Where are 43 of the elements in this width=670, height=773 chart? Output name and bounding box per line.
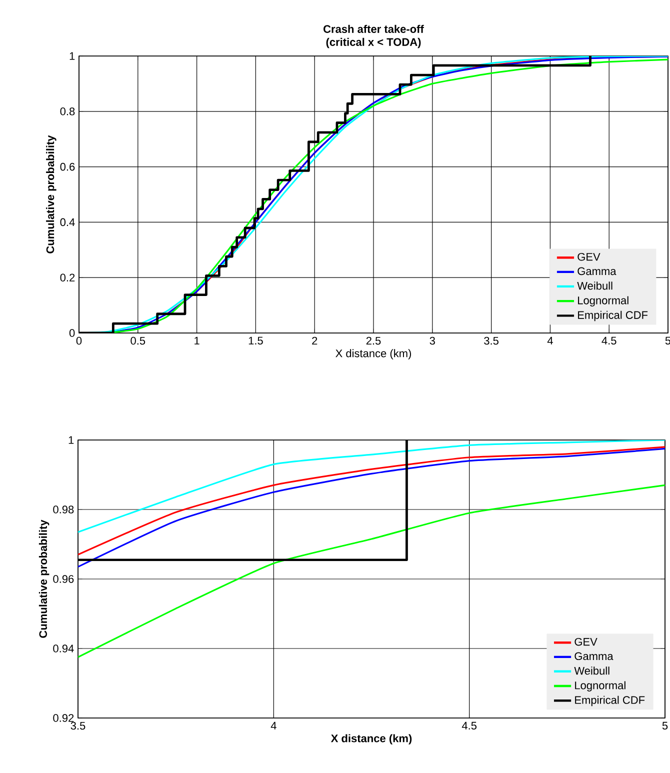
y-tick-label: 1 bbox=[70, 52, 75, 60]
y-axis-title: Cumulative probability bbox=[46, 135, 56, 254]
y-tick-label: 0.8 bbox=[60, 108, 75, 116]
legend-label: Empirical CDF bbox=[575, 696, 645, 706]
y-tick-label: 1 bbox=[68, 436, 74, 444]
x-tick-label: 3.5 bbox=[484, 336, 498, 345]
x-tick-label: 2 bbox=[312, 336, 318, 345]
legend-label: Weibull bbox=[577, 282, 612, 290]
line-series bbox=[78, 484, 666, 658]
x-tick-label: 0 bbox=[76, 336, 82, 345]
x-axis-title: X distance (km) bbox=[330, 734, 412, 744]
x-tick-label: 4 bbox=[270, 722, 276, 730]
legend-label: Lognormal bbox=[575, 681, 626, 692]
y-tick-label: 0.94 bbox=[53, 644, 74, 652]
x-tick-label: 1 bbox=[194, 336, 200, 344]
x-tick-label: 3.5 bbox=[70, 722, 86, 730]
legend-label: Gamma bbox=[578, 267, 616, 276]
y-axis-title: Cumulative probability bbox=[38, 520, 50, 638]
x-axis-title: X distance (km) bbox=[336, 349, 412, 360]
y-tick-label: 0.2 bbox=[60, 274, 75, 282]
x-tick-label: 4.5 bbox=[462, 722, 477, 730]
legend-label: GEV bbox=[574, 638, 598, 646]
y-tick-label: 0.98 bbox=[53, 506, 74, 514]
y-tick-label: 0.4 bbox=[60, 218, 75, 226]
x-tick-label: 4.5 bbox=[602, 336, 616, 345]
x-tick-label: 4 bbox=[547, 336, 553, 344]
x-tick-label: 2.5 bbox=[366, 336, 381, 345]
chart-subtitle: (critical x < TODA) bbox=[326, 38, 421, 48]
x-tick-label: 0.5 bbox=[130, 336, 146, 345]
legend-label: Weibull bbox=[574, 666, 610, 675]
line-series bbox=[78, 440, 666, 533]
x-tick-label: 3 bbox=[430, 336, 435, 345]
legend-label: Empirical CDF bbox=[578, 310, 648, 322]
legend-label: Lognormal bbox=[578, 296, 628, 306]
y-tick-label: 0.92 bbox=[53, 714, 74, 722]
x-tick-label: 1.5 bbox=[248, 336, 263, 345]
legend-label: GEV bbox=[578, 252, 600, 261]
y-tick-label: 0 bbox=[69, 329, 75, 337]
y-tick-label: 0.96 bbox=[53, 575, 74, 583]
x-tick-label: 5 bbox=[662, 722, 668, 730]
legend-label: Gamma bbox=[574, 652, 614, 660]
chart-title: Crash after take-off bbox=[324, 24, 424, 33]
y-tick-label: 0.6 bbox=[60, 162, 75, 171]
